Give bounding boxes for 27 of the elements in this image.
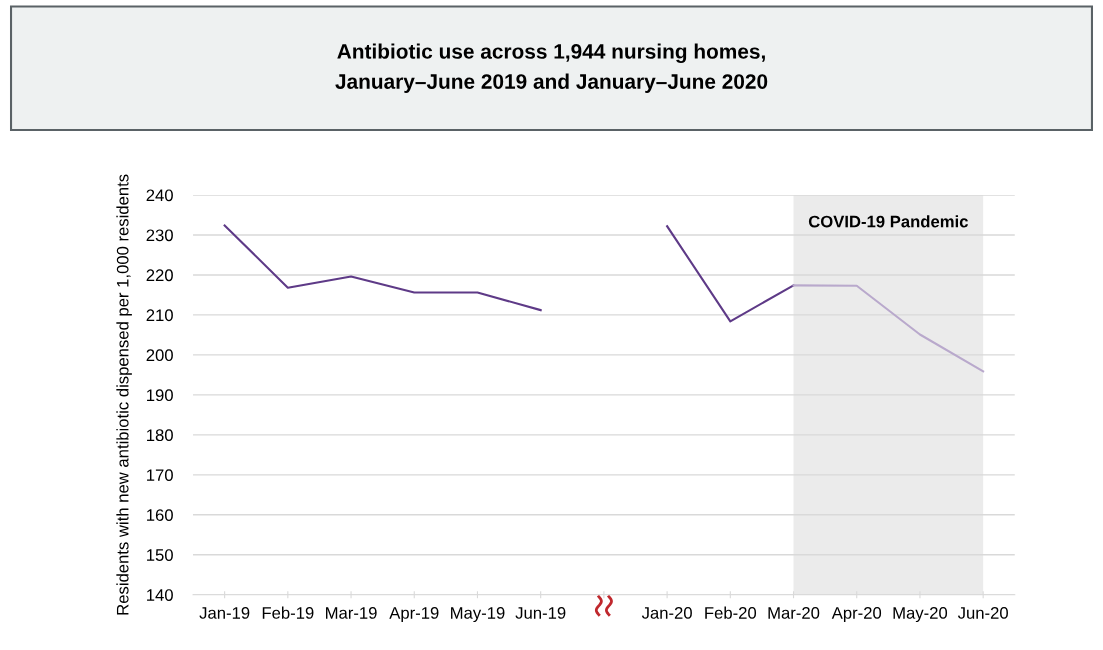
- x-tick-label: Apr-19: [389, 607, 439, 623]
- y-tick-label: 240: [146, 189, 173, 202]
- y-tick-label: 170: [147, 469, 173, 482]
- y-tick-label: 180: [147, 429, 173, 442]
- x-tick-label: Apr-20: [831, 607, 882, 623]
- x-tick-label: May-19: [451, 607, 505, 623]
- y-axis-title: Residents with new antibiotic dispensed per 1,000 residents: [116, 174, 132, 615]
- y-tick-label: 230: [146, 229, 173, 242]
- y-tick-label: 150: [147, 549, 173, 561]
- y-tick-label: 160: [147, 509, 173, 521]
- y-tick-label: 190: [147, 389, 173, 402]
- line-series: [792, 284, 985, 373]
- y-tick-label: 200: [146, 349, 173, 362]
- x-tick-label: Mar-19: [326, 607, 377, 619]
- x-tick-label: Jun-19: [515, 607, 566, 619]
- x-tick-label: May-20: [893, 607, 948, 623]
- y-tick-label: 140: [147, 589, 173, 601]
- y-tick-label: 220: [146, 269, 173, 282]
- chart-title: Antibiotic use across 1,944 nursing homes, January–June 2019 and January–June 2020: [335, 43, 768, 93]
- x-tick-label: Mar-20: [768, 607, 820, 619]
- x-tick-label: Jan-20: [641, 607, 692, 619]
- x-tick-label: Jun-20: [957, 607, 1008, 619]
- x-tick-label: Jan-19: [199, 607, 250, 619]
- x-tick-label: Feb-19: [262, 606, 314, 619]
- x-tick-label: Feb-20: [705, 606, 757, 619]
- y-tick-label: 210: [146, 309, 173, 322]
- band-label: COVID-19 Pandemic: [808, 215, 968, 228]
